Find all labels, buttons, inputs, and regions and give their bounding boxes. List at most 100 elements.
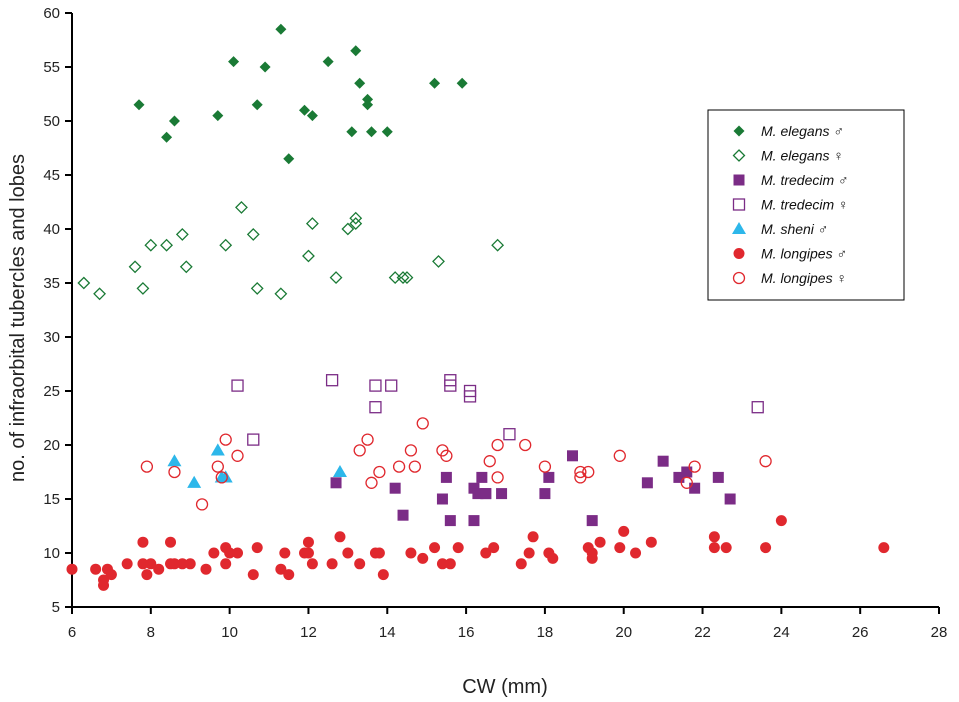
data-point [408, 460, 422, 473]
data-point [283, 569, 295, 581]
data-point [231, 379, 244, 392]
data-point [388, 271, 402, 285]
y-tick-label: 40 [43, 221, 60, 238]
data-point [232, 547, 244, 559]
data-point [365, 476, 378, 489]
data-point [456, 77, 468, 89]
data-point [630, 547, 642, 559]
data-point [140, 460, 154, 473]
data-point [176, 558, 188, 570]
data-point [759, 455, 772, 468]
data-point [224, 547, 236, 559]
data-point [680, 476, 693, 489]
data-point [618, 525, 630, 537]
data-point [167, 454, 182, 467]
data-point [251, 99, 263, 111]
data-point [720, 542, 732, 554]
data-point [105, 569, 117, 581]
data-point [349, 217, 363, 231]
data-point [613, 449, 626, 462]
data-point [397, 509, 409, 521]
data-point [452, 542, 464, 554]
data-point [400, 271, 414, 285]
legend-label: M. sheni ♂ [761, 221, 828, 237]
data-point [712, 471, 724, 483]
data-point [211, 460, 224, 473]
data-point [515, 558, 527, 570]
y-tick-label: 55 [43, 59, 60, 76]
data-point [708, 531, 720, 543]
data-point [472, 488, 484, 500]
data-point [645, 536, 657, 548]
data-point [334, 531, 346, 543]
data-point [483, 455, 496, 468]
data-point [468, 515, 480, 527]
data-point [342, 547, 354, 559]
x-tick-label: 10 [221, 624, 238, 641]
y-tick-label: 25 [43, 383, 60, 400]
series-2 [330, 450, 736, 527]
data-point [322, 56, 334, 68]
data-point [429, 77, 441, 89]
legend-marker [732, 149, 746, 162]
data-point [208, 547, 220, 559]
data-point [491, 238, 505, 252]
data-point [440, 471, 452, 483]
data-point [480, 488, 492, 500]
data-point [436, 493, 448, 505]
data-point [259, 61, 271, 73]
x-tick-label: 20 [615, 624, 632, 641]
data-point [463, 384, 477, 398]
legend-label: M. tredecim ♀ [761, 197, 849, 213]
data-point [175, 227, 189, 241]
data-point [539, 488, 551, 500]
data-point [330, 477, 342, 489]
data-point [247, 433, 260, 446]
data-point [543, 471, 555, 483]
data-point [361, 433, 374, 446]
data-point [436, 558, 448, 570]
data-point [250, 281, 264, 295]
data-point [491, 471, 504, 484]
data-point [168, 558, 180, 570]
data-point [366, 126, 378, 138]
data-point [275, 563, 287, 575]
data-point [346, 126, 358, 138]
data-point [200, 563, 212, 575]
x-tick-label: 24 [773, 624, 790, 641]
legend-marker [733, 125, 745, 137]
data-point [231, 449, 244, 462]
data-point [586, 547, 598, 559]
legend-marker [732, 271, 746, 285]
data-point [350, 45, 362, 57]
legend-box [707, 109, 905, 301]
x-axis-title: CW (mm) [462, 676, 548, 698]
data-point [306, 110, 318, 122]
data-point [187, 475, 202, 488]
x-tick-label: 8 [147, 624, 155, 641]
data-point [681, 466, 693, 478]
legend-marker [732, 222, 746, 235]
legend-marker [732, 198, 746, 211]
data-point [302, 249, 315, 263]
data-point [332, 465, 347, 478]
data-point [614, 542, 626, 554]
data-point [220, 558, 232, 570]
data-point [369, 379, 382, 392]
data-point [66, 563, 78, 575]
x-tick-label: 26 [852, 624, 869, 641]
data-point [491, 438, 504, 452]
data-point [547, 552, 559, 564]
data-point [90, 563, 102, 575]
y-tick-label: 20 [43, 437, 60, 454]
series-1 [77, 200, 505, 301]
data-point [688, 460, 701, 473]
data-point [77, 276, 91, 290]
data-point [219, 238, 233, 252]
data-point [503, 428, 516, 441]
data-point [582, 465, 595, 479]
data-point [251, 542, 263, 554]
data-point [751, 401, 764, 414]
data-point [329, 271, 343, 285]
